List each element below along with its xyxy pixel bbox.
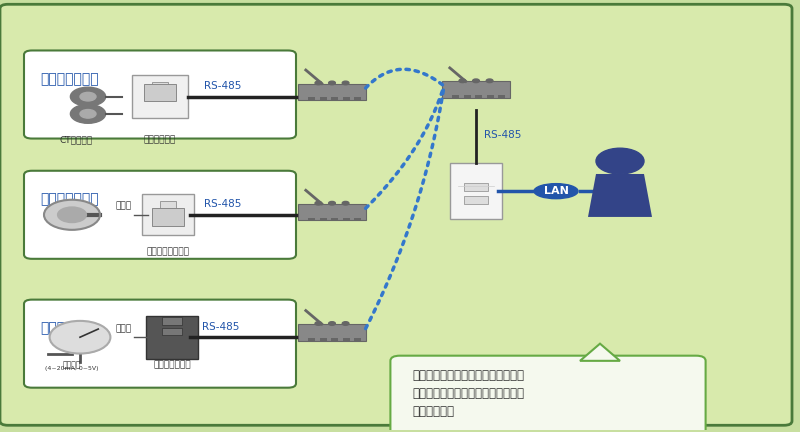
Text: LAN: LAN (543, 186, 569, 196)
Text: RS-485: RS-485 (484, 130, 522, 140)
Text: 工場内に点在するセンサーで計測し
た電力・ガス・水の使用量をリアル
タイムで把握: 工場内に点在するセンサーで計測し た電力・ガス・水の使用量をリアル タイムで把握 (412, 369, 524, 419)
Bar (308, 338, 315, 341)
Bar (354, 338, 362, 341)
Circle shape (315, 201, 322, 205)
Circle shape (315, 322, 322, 325)
Circle shape (329, 322, 335, 325)
FancyBboxPatch shape (450, 163, 502, 219)
Circle shape (329, 201, 335, 205)
Text: アナログ: アナログ (62, 360, 82, 369)
Bar (320, 218, 326, 220)
Circle shape (70, 87, 106, 106)
Circle shape (342, 322, 349, 325)
FancyBboxPatch shape (0, 4, 792, 425)
FancyBboxPatch shape (142, 194, 194, 235)
Bar (343, 97, 350, 100)
Bar (464, 95, 470, 98)
Bar (354, 218, 362, 220)
Text: ガス使用量監視: ガス使用量監視 (40, 192, 98, 206)
Bar (464, 184, 488, 191)
Text: パルスカウンター: パルスカウンター (146, 247, 190, 256)
FancyBboxPatch shape (442, 81, 510, 98)
Circle shape (473, 79, 479, 83)
FancyBboxPatch shape (24, 300, 296, 388)
Text: RS-485: RS-485 (204, 199, 242, 209)
Circle shape (459, 79, 466, 83)
FancyBboxPatch shape (298, 324, 366, 341)
Bar (331, 97, 338, 100)
Text: デジタル変換機: デジタル変換機 (153, 360, 191, 369)
Bar (308, 97, 315, 100)
Text: (4~20mA, 0~5V): (4~20mA, 0~5V) (46, 366, 98, 371)
FancyBboxPatch shape (298, 83, 366, 100)
FancyBboxPatch shape (390, 356, 706, 432)
Circle shape (486, 79, 493, 83)
Bar (354, 97, 362, 100)
Bar (475, 95, 482, 98)
FancyBboxPatch shape (298, 204, 366, 220)
Ellipse shape (534, 184, 578, 199)
Bar (162, 327, 182, 335)
Text: パルス: パルス (116, 202, 132, 211)
Text: RS-485: RS-485 (204, 81, 242, 91)
Bar (331, 218, 338, 220)
FancyBboxPatch shape (146, 316, 198, 359)
Circle shape (596, 148, 644, 174)
Text: CTセンサー: CTセンサー (59, 135, 93, 144)
Circle shape (315, 81, 322, 85)
FancyBboxPatch shape (24, 171, 296, 259)
FancyBboxPatch shape (132, 75, 188, 118)
Text: 電力使用量監視: 電力使用量監視 (40, 72, 98, 86)
Circle shape (58, 207, 86, 222)
Circle shape (70, 105, 106, 123)
Circle shape (80, 110, 96, 118)
Text: 電力センサー: 電力センサー (144, 135, 176, 144)
Bar (331, 338, 338, 341)
Bar (452, 95, 459, 98)
Bar (498, 95, 506, 98)
Bar (152, 82, 168, 91)
Circle shape (50, 321, 110, 353)
Bar (308, 218, 315, 220)
Circle shape (329, 81, 335, 85)
Text: 水使用量監視: 水使用量監視 (40, 321, 90, 335)
Bar (343, 338, 350, 341)
Bar (343, 218, 350, 220)
Bar (144, 84, 176, 101)
Circle shape (80, 92, 96, 101)
Circle shape (342, 81, 349, 85)
FancyBboxPatch shape (24, 51, 296, 139)
Text: パルス: パルス (116, 324, 132, 333)
Bar (320, 338, 326, 341)
Circle shape (44, 200, 100, 230)
Polygon shape (588, 174, 652, 217)
Bar (152, 208, 184, 226)
Bar (160, 201, 176, 210)
Circle shape (342, 201, 349, 205)
Bar (487, 95, 494, 98)
Text: RS-485: RS-485 (202, 322, 240, 332)
Polygon shape (580, 343, 620, 361)
Bar (162, 317, 182, 324)
Bar (320, 97, 326, 100)
Bar (464, 196, 488, 204)
